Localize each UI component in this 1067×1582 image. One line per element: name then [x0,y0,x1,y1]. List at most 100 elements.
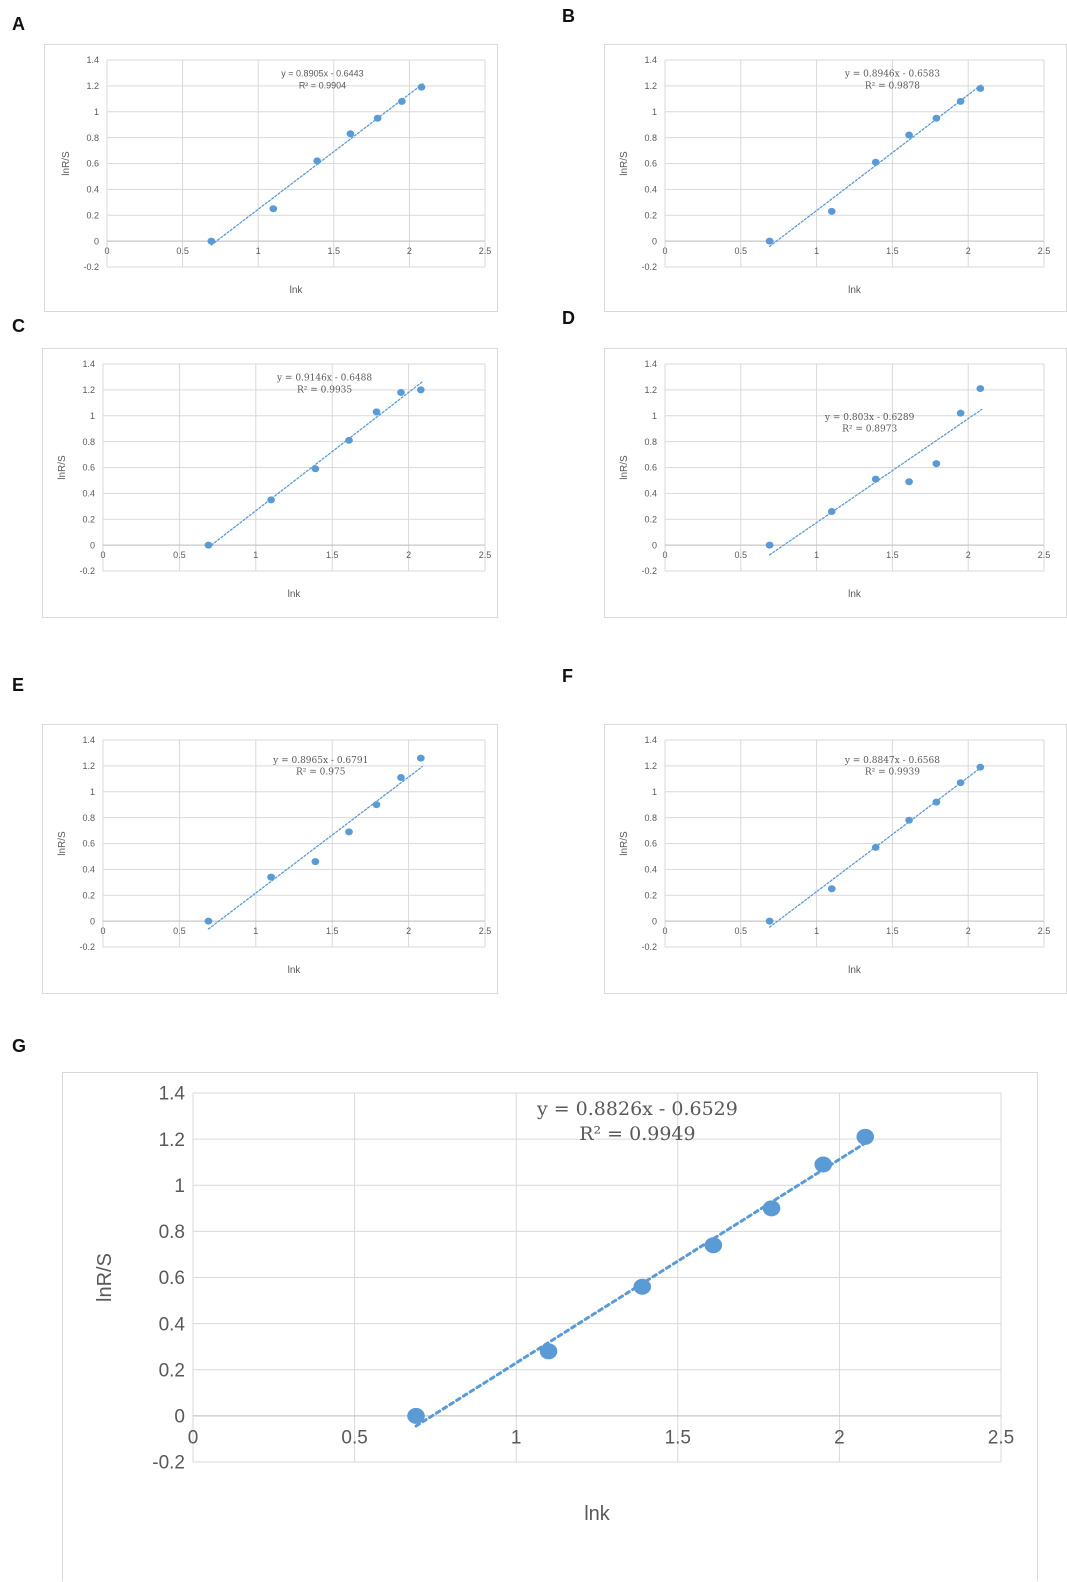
y-tick-label: 1 [174,1176,185,1197]
data-point [956,779,965,787]
y-tick-label: 1 [652,107,657,117]
panel-letter-a: A [12,14,25,34]
data-point [871,475,880,483]
y-tick-label: 0.2 [644,210,657,220]
x-tick-label: 2 [966,926,971,936]
trendline [207,765,424,930]
y-axis-title: lnR/S [619,455,630,480]
y-tick-label: 0.6 [644,159,657,169]
y-tick-label: 1.4 [644,55,657,65]
data-point [417,83,426,91]
y-tick-label: 0.4 [82,865,95,875]
data-point [827,507,836,515]
y-axis-title: lnR/S [57,831,68,856]
y-tick-label: 0.8 [159,1222,185,1243]
data-point [827,885,836,893]
x-axis-title: lnk [288,589,302,600]
x-tick-label: 0.5 [735,246,748,256]
x-tick-label: 1 [511,1427,522,1448]
chart-d: -0.2 0 0.2 0.4 0.6 0.8 1 1.2 1.4 0 0.5 1 1.5 2 2.5 lnk l… [604,348,1067,618]
data-point [956,97,965,105]
x-tick-label: 2.5 [479,550,492,560]
data-point [976,385,985,393]
x-tick-label: 0.5 [735,926,748,936]
y-tick-label: 0.2 [159,1360,185,1381]
data-point [539,1343,558,1360]
y-tick-label: 0.6 [644,839,657,849]
x-tick-label: 1 [253,926,258,936]
y-axis-title: lnR/S [619,831,630,856]
panel-letter-b: B [562,6,575,26]
x-tick-label: 2 [966,246,971,256]
y-tick-label: 0 [652,916,657,926]
x-axis-title: lnk [288,965,302,976]
y-tick-label: 0.6 [82,839,95,849]
data-point [311,465,320,473]
data-point [765,237,774,245]
x-tick-label: 0 [662,246,667,256]
data-point [956,409,965,417]
data-point [856,1128,875,1145]
y-tick-label: 1.4 [159,1084,186,1105]
data-point [204,541,213,549]
y-tick-label: 0.2 [644,514,657,524]
y-axis-title: lnR/S [57,455,68,480]
x-tick-label: 2 [966,550,971,560]
chart-f: -0.2 0 0.2 0.4 0.6 0.8 1 1.2 1.4 0 0.5 1 1.5 2 2.5 lnk l… [604,724,1067,994]
x-tick-label: 2.5 [1038,550,1051,560]
x-tick-label: 0 [662,926,667,936]
data-point [345,828,353,836]
y-tick-label: 0 [94,236,99,246]
r-squared: R² = 0.9935 [297,385,352,395]
x-tick-label: 0.5 [173,926,186,936]
x-tick-label: 1 [814,246,819,256]
data-point [267,873,275,881]
data-point [871,158,880,166]
y-tick-label: -0.2 [641,566,657,576]
x-tick-label: 0 [662,550,667,560]
data-point [814,1156,833,1173]
x-tick-label: 2.5 [479,246,492,256]
data-point [397,774,405,782]
chart-g: -0.2 0 0.2 0.4 0.6 0.8 1 1.2 1.4 0 0.5 1 1.5 2 2.5 lnk l… [62,1072,1038,1581]
chart-b-svg: -0.2 0 0.2 0.4 0.6 0.8 1 1.2 1.4 0 0.5 1 1.5 2 2.5 lnk l… [619,55,1050,296]
y-tick-label: 1.2 [86,81,99,91]
chart-a-svg: -0.2 0 0.2 0.4 0.6 0.8 1 1.2 1.4 0 0.5 1 1.5 2 2.5 lnk l… [61,55,492,296]
data-point [207,237,216,245]
y-tick-label: 0.4 [82,489,95,499]
chart-c-svg: -0.2 0 0.2 0.4 0.6 0.8 1 1.2 1.4 0 0.5 1 1.5 2 2.5 lnk l… [57,359,492,600]
y-tick-label: 0.4 [644,185,657,195]
y-tick-label: 1.2 [644,385,657,395]
chart-c: -0.2 0 0.2 0.4 0.6 0.8 1 1.2 1.4 0 0.5 1 1.5 2 2.5 lnk l… [42,348,498,618]
x-tick-label: 1.5 [886,246,899,256]
trend-equation: y = 0.9146x - 0.6488 [276,374,372,384]
y-tick-label: 0.4 [644,489,657,499]
data-point [373,114,382,122]
r-squared: R² = 0.975 [296,767,346,777]
data-point [827,207,836,215]
data-point [976,763,985,771]
chart-g-svg: -0.200.20.40.60.811.21.40 0.5 1 1.5 2 2.5lnkl… [94,1084,1014,1525]
y-tick-label: 0 [90,916,95,926]
x-axis-title: lnk [290,285,304,296]
x-tick-label: 0 [100,926,105,936]
y-tick-label: 1.4 [82,735,95,745]
y-tick-label: 1.2 [644,81,657,91]
x-tick-label: 0.5 [341,1427,367,1448]
x-tick-label: 2 [406,550,411,560]
data-point [397,388,405,396]
y-tick-label: 1.2 [644,761,657,771]
chart-b: -0.2 0 0.2 0.4 0.6 0.8 1 1.2 1.4 0 0.5 1 1.5 2 2.5 lnk l… [604,44,1067,312]
y-tick-label: 1 [90,787,95,797]
y-tick-label: 0.6 [86,159,99,169]
data-point [871,843,880,851]
x-tick-label: 2.5 [988,1427,1014,1448]
data-point [345,436,353,444]
chart-a: -0.2 0 0.2 0.4 0.6 0.8 1 1.2 1.4 0 0.5 1 1.5 2 2.5 lnk l… [44,44,498,312]
panel-letter-c: C [12,316,25,336]
data-point [311,858,320,866]
y-tick-label: 0.8 [644,437,657,447]
data-point [633,1278,652,1295]
y-axis-title: lnR/S [94,1253,116,1302]
y-tick-label: 0.6 [159,1268,185,1289]
